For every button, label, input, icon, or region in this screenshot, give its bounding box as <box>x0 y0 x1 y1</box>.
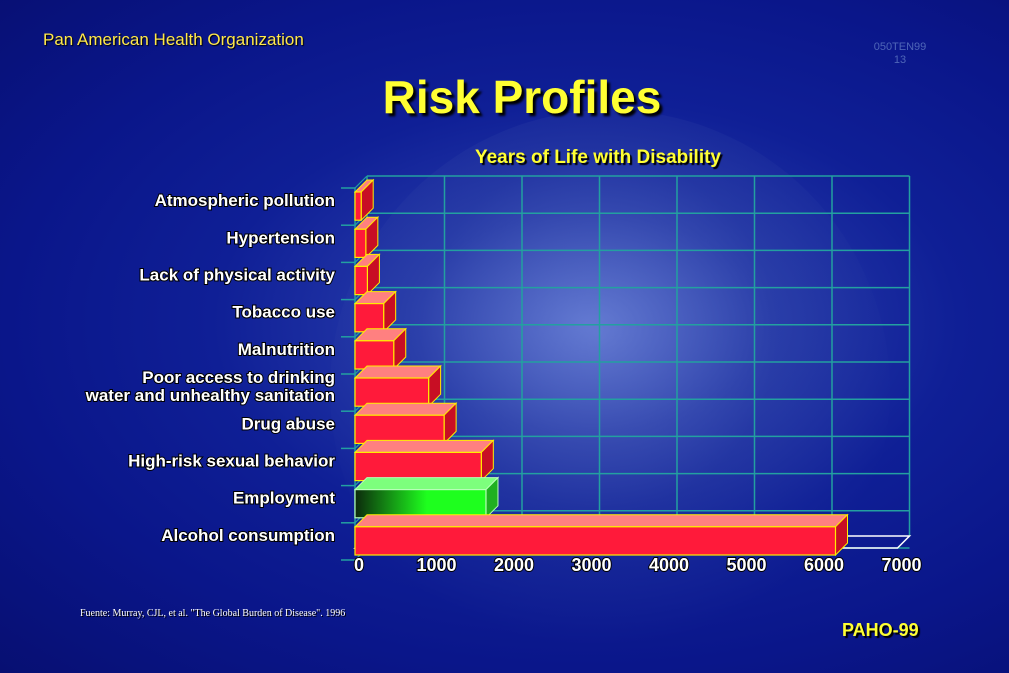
slide-code-line1: 050TEN99 <box>873 41 927 53</box>
category-label: Drug abuse <box>241 414 335 433</box>
bar-front-face <box>354 191 362 221</box>
bar-front-face <box>354 228 367 258</box>
bar-front-face <box>354 451 482 482</box>
x-tick-label: 5000 <box>726 555 766 575</box>
x-tick-label: 1000 <box>416 555 456 575</box>
category-label: Lack of physical activity <box>139 266 335 285</box>
x-tick-label: 0 <box>354 555 364 575</box>
bar-10 <box>353 513 849 557</box>
bar-front-face <box>354 414 445 445</box>
slide-title: Risk Profiles <box>382 71 662 123</box>
category-label: Employment <box>233 489 335 508</box>
bar-1 <box>353 178 375 222</box>
category-label: High-risk sexual behavior <box>128 452 335 471</box>
bar-front-face <box>354 340 395 370</box>
bar-9 <box>353 476 500 520</box>
bar-top-face <box>353 439 495 453</box>
grid-depth-connector <box>354 175 368 189</box>
bar-top-face <box>353 365 442 379</box>
organization-name: Pan American Health Organization <box>43 30 304 49</box>
slide-code-line2: 13 <box>893 54 907 66</box>
x-tick-label: 7000 <box>881 555 921 575</box>
bar-3 <box>353 253 381 296</box>
bar-top-face <box>353 514 849 528</box>
bar-top-face <box>353 477 500 491</box>
bar-front-face <box>354 265 368 296</box>
bar-2 <box>353 215 380 259</box>
category-label: Hypertension <box>226 228 335 247</box>
bar-8 <box>353 439 495 482</box>
bar-front-face <box>354 377 430 407</box>
category-label: Malnutrition <box>238 340 335 359</box>
x-tick-label: 6000 <box>804 555 844 575</box>
bar-5 <box>353 327 407 371</box>
bar-top-face <box>353 402 458 416</box>
bar-front-face <box>354 489 487 519</box>
slide-code: 050TEN99 13 <box>860 41 940 67</box>
chart-title: Years of Life with Disability <box>474 147 721 168</box>
bar-6 <box>353 364 442 408</box>
x-tick-label: 3000 <box>571 555 611 575</box>
bar-front-face <box>354 526 837 556</box>
bar-front-face <box>354 303 385 333</box>
x-tick-label: 4000 <box>649 555 689 575</box>
source-citation: Fuente: Murray, CJL, et al. "The Global … <box>80 608 346 619</box>
bar-4 <box>353 290 397 334</box>
category-label: Alcohol consumption <box>161 526 335 545</box>
paho-tag: PAHO-99 <box>842 620 919 640</box>
x-tick-label: 2000 <box>494 555 534 575</box>
category-label: Atmospheric pollution <box>155 191 335 210</box>
category-label: Poor access to drinking water and unhealt… <box>85 368 335 405</box>
category-label: Tobacco use <box>232 303 335 322</box>
bar-7 <box>353 401 458 445</box>
